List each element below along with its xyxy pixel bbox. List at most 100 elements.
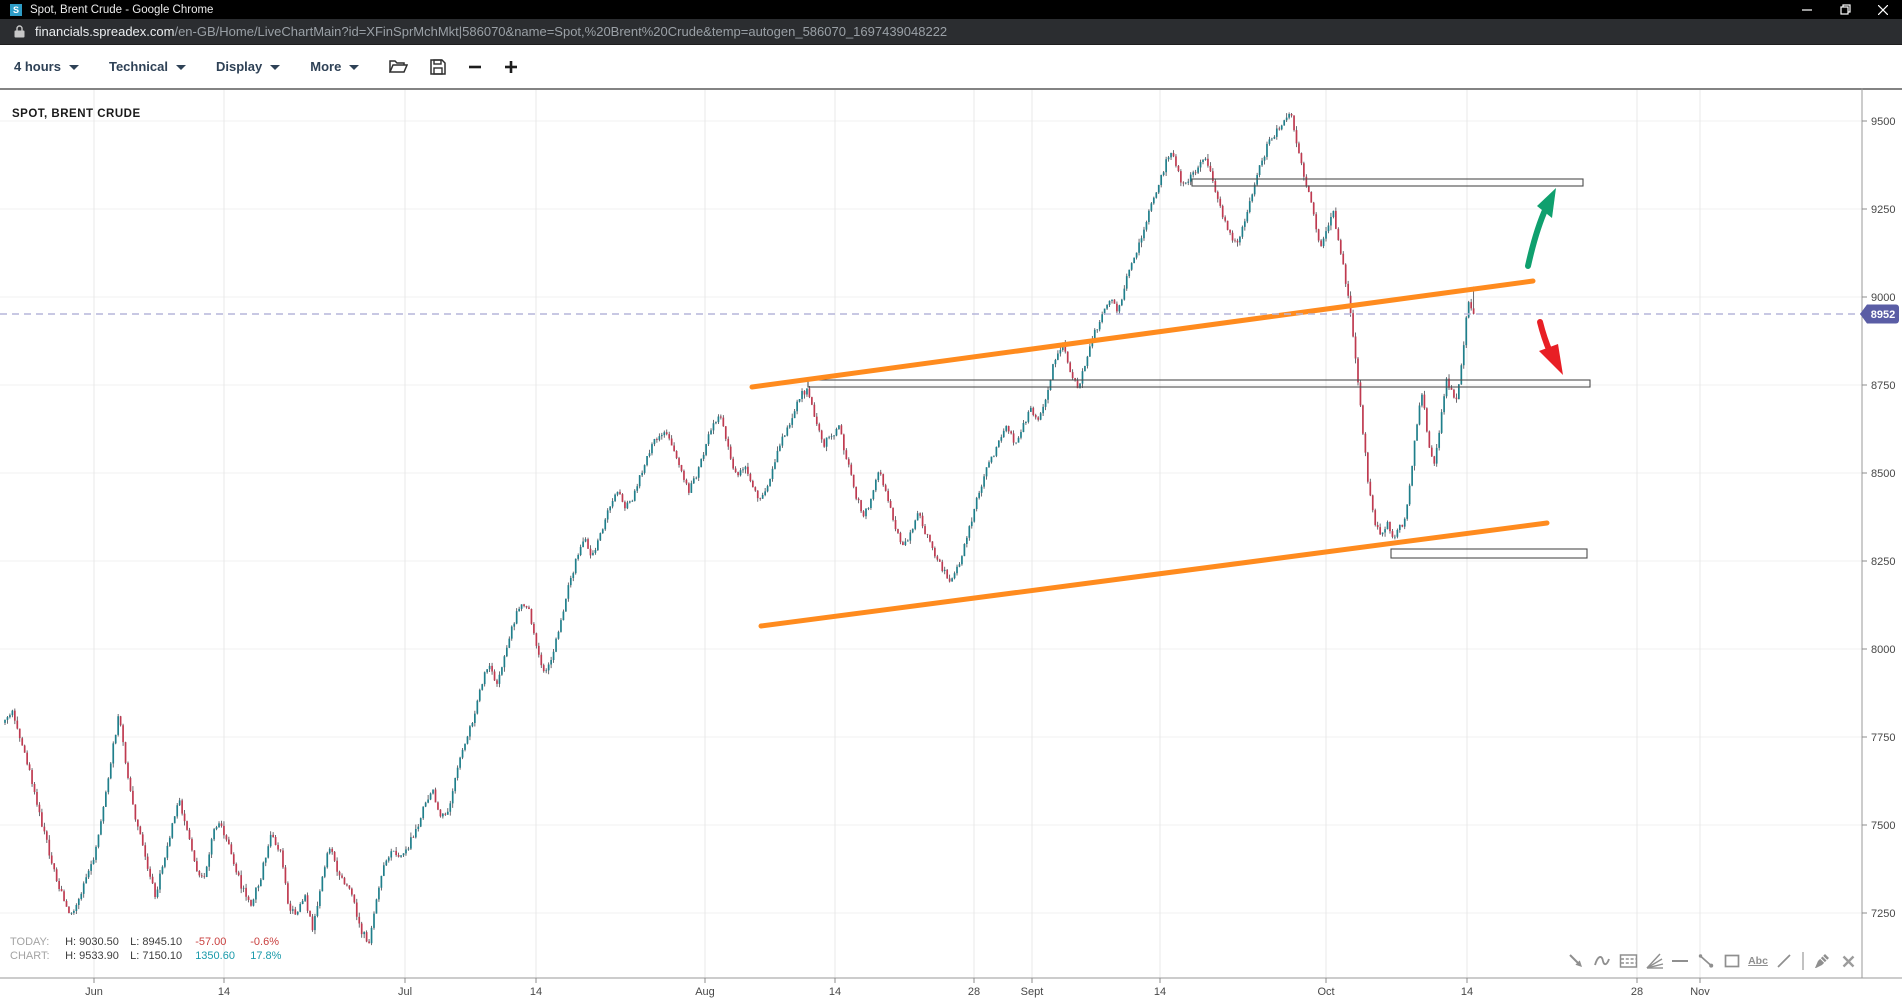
chevron-down-icon: [270, 65, 281, 70]
save-chart-button[interactable]: [430, 58, 447, 75]
y-axis-label: 9250: [1871, 204, 1895, 216]
ohlc-legend: TODAY: H: 9030.50 L: 8945.10 -57.00 -0.6…: [10, 936, 294, 963]
rectangle-icon: [1724, 954, 1740, 968]
y-axis-label: 7250: [1871, 908, 1895, 920]
more-dropdown-label: More: [310, 59, 342, 74]
open-chart-button[interactable]: [389, 59, 409, 74]
legend-label: CHART:: [10, 949, 50, 962]
x-axis-label: 28: [968, 986, 980, 998]
axes: [0, 88, 1902, 983]
support-resistance-boxes: [807, 178, 1591, 559]
window-controls: [1788, 0, 1902, 19]
url-text: financials.spreadex.com/en-GB/Home/LiveC…: [35, 24, 947, 39]
open-folder-icon: [389, 60, 409, 73]
pointer-tool-button[interactable]: [1566, 950, 1586, 972]
window-title: Spot, Brent Crude - Google Chrome: [30, 3, 214, 16]
timeframe-dropdown-label: 4 hours: [14, 59, 61, 74]
legend-row-today: TODAY: H: 9030.50 L: 8945.10 -57.00 -0.6…: [10, 936, 294, 950]
plus-icon: [505, 60, 518, 73]
legend-change-pct: -0.6%: [250, 936, 279, 948]
rectangle-tool-button[interactable]: [1722, 950, 1742, 972]
technical-dropdown-label: Technical: [108, 59, 168, 74]
legend-change: -57.00: [195, 936, 227, 948]
diagonal-line-tool-button[interactable]: [1774, 950, 1794, 972]
y-axis-label: 9000: [1871, 292, 1895, 304]
x-axis-label: Nov: [1690, 986, 1710, 998]
legend-high: H: 9030.50: [65, 936, 119, 948]
chart-svg: 9500 9250 9000 8750 8500 8250 8000 7750 7500 7250…: [0, 88, 1902, 998]
x-axis-label: 14: [218, 986, 230, 998]
legend-high: H: 9533.90: [65, 949, 119, 962]
save-icon: [430, 58, 447, 75]
fib-grid-tool-button[interactable]: [1618, 950, 1638, 972]
trend-channel-lines: [749, 278, 1550, 629]
close-button[interactable]: [1864, 0, 1902, 19]
title-bar: S Spot, Brent Crude - Google Chrome: [0, 0, 1902, 19]
x-axis-label: 14: [1461, 986, 1473, 998]
drawing-toolbar: Abc: [1560, 950, 1858, 972]
curve-icon: [1594, 956, 1610, 966]
chart-area[interactable]: 9500 9250 9000 8750 8500 8250 8000 7750 7500 7250…: [0, 88, 1902, 1001]
curve-tool-button[interactable]: [1592, 950, 1612, 972]
x-axis-label: Jun: [85, 986, 103, 998]
fan-lines-tool-button[interactable]: [1644, 950, 1664, 972]
diagonal-line-icon: [1777, 954, 1791, 968]
y-axis-label: 8750: [1871, 380, 1895, 392]
display-dropdown[interactable]: Display: [215, 59, 281, 74]
x-axis-label: 14: [829, 986, 841, 998]
lock-icon: [14, 25, 25, 38]
minimize-icon: [1802, 8, 1812, 11]
timeframe-dropdown[interactable]: 4 hours: [14, 59, 79, 74]
x-axis-label: Sept: [1021, 986, 1044, 998]
chevron-down-icon: [175, 65, 186, 70]
chevron-down-icon: [349, 65, 360, 70]
green-up-arrow: [1525, 205, 1549, 269]
x-axis-label: 28: [1631, 986, 1643, 998]
y-axis-label: 8250: [1871, 556, 1895, 568]
y-axis-label: 8000: [1871, 644, 1895, 656]
marker-pen-icon: [1814, 954, 1829, 968]
chevron-down-icon: [68, 65, 79, 70]
minimize-button[interactable]: [1788, 0, 1826, 19]
horizontal-line-icon: [1672, 960, 1688, 962]
y-axis-label: 7500: [1871, 820, 1895, 832]
zoom-in-button[interactable]: [504, 60, 518, 74]
legend-change: 1350.60: [195, 949, 235, 962]
technical-dropdown[interactable]: Technical: [109, 59, 186, 74]
more-dropdown[interactable]: More: [310, 59, 360, 74]
minus-icon: [469, 65, 482, 68]
text-tool-label: Abc: [1748, 955, 1768, 967]
legend-label: TODAY:: [10, 936, 50, 948]
y-axis-label: 9500: [1871, 116, 1895, 128]
restore-button[interactable]: [1826, 0, 1864, 19]
display-dropdown-label: Display: [215, 59, 263, 74]
pointer-arrow-icon: [1569, 954, 1582, 967]
gridlines: [0, 90, 1862, 978]
x-axis-label: Jul: [398, 986, 412, 998]
legend-change-pct: 17.8%: [250, 949, 282, 962]
fan-lines-icon: [1645, 953, 1663, 969]
text-tool-button[interactable]: Abc: [1748, 950, 1768, 972]
horizontal-line-tool-button[interactable]: [1670, 950, 1690, 972]
axis-labels: 9500 9250 9000 8750 8500 8250 8000 7750 7500 7250…: [85, 116, 1895, 998]
annotation-arrows: [1525, 188, 1563, 375]
candlestick-series: [4, 112, 1475, 946]
close-drawing-tool-button[interactable]: [1838, 950, 1858, 972]
chart-toolbar: 4 hours Technical Display More: [0, 45, 1902, 88]
close-x-icon: [1842, 955, 1854, 967]
x-axis-label: 14: [530, 986, 542, 998]
address-bar[interactable]: financials.spreadex.com/en-GB/Home/LiveC…: [0, 19, 1902, 45]
trend-line-tool-button[interactable]: [1696, 950, 1716, 972]
chart-symbol-title: SPOT, BRENT CRUDE: [12, 108, 141, 120]
zoom-out-button[interactable]: [468, 60, 482, 74]
url-path: /en-GB/Home/LiveChartMain?id=XFinSprMchM…: [174, 24, 948, 39]
legend-low: L: 8945.10: [130, 936, 183, 948]
x-axis-label: Aug: [695, 986, 715, 998]
marker-pen-tool-button[interactable]: [1812, 950, 1832, 972]
url-domain: financials.spreadex.com: [35, 24, 175, 39]
x-axis-label: Oct: [1317, 986, 1334, 998]
legend-low: L: 7150.10: [130, 949, 183, 962]
close-icon: [1878, 4, 1888, 15]
fib-grid-icon: [1619, 954, 1637, 968]
